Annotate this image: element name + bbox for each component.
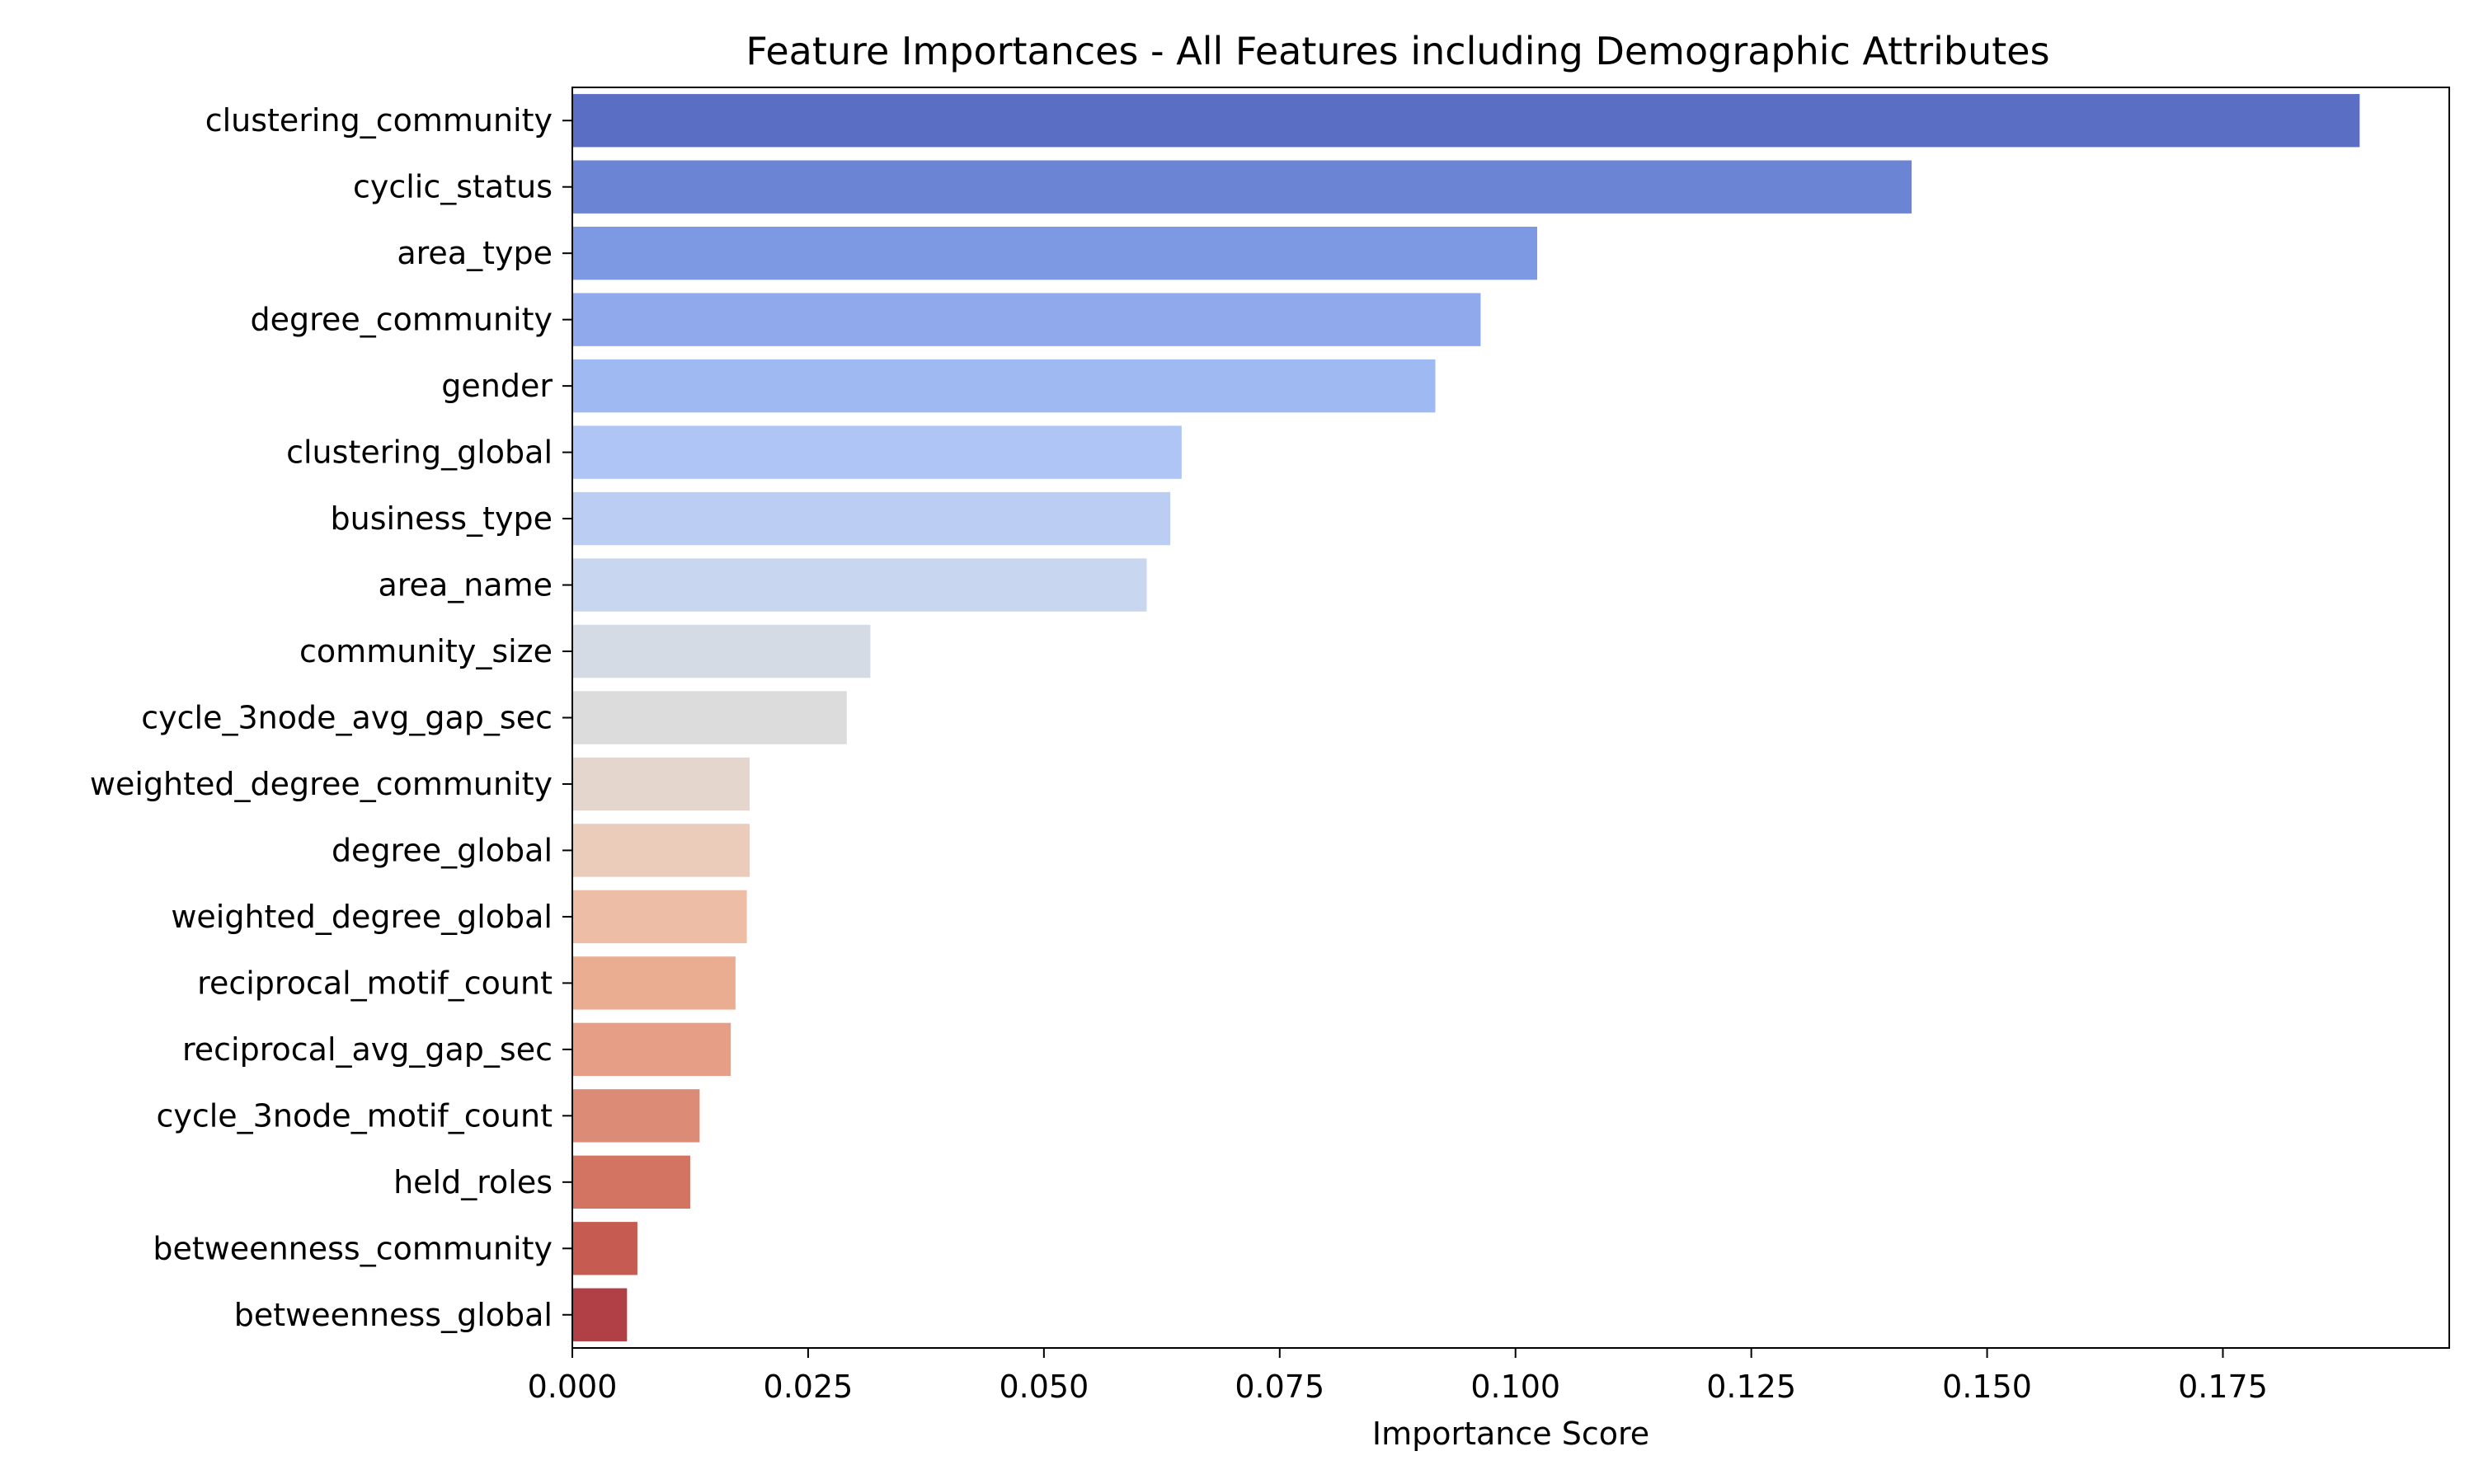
y-tick-labels: clustering_community cyclic_status area_ty… [90, 102, 572, 1333]
y-tick-label: business_type [330, 500, 553, 537]
x-ticks: 0.000 0.025 0.050 0.075 0.100 0.125 0.150 0.175 [528, 1348, 2268, 1405]
x-axis-label: Importance Score [1372, 1416, 1649, 1452]
bar-cycle-3node-avg-gap-sec [572, 691, 847, 744]
bar-clustering-global [572, 425, 1182, 479]
bar-degree-global [572, 824, 750, 877]
y-tick-label: weighted_degree_community [90, 766, 553, 802]
bar-degree-community [572, 293, 1481, 346]
y-tick-label: reciprocal_motif_count [197, 965, 553, 1001]
y-tick-label: betweenness_global [234, 1297, 553, 1333]
x-tick-label: 0.075 [1235, 1369, 1324, 1405]
x-tick-label: 0.050 [999, 1369, 1089, 1405]
y-tick-label: clustering_community [205, 102, 553, 139]
bar-clustering-community [572, 94, 2360, 148]
bar-area-type [572, 226, 1538, 280]
x-tick-label: 0.100 [1470, 1369, 1560, 1405]
bar-weighted-degree-community [572, 757, 750, 811]
y-tick-label: betweenness_community [153, 1230, 553, 1266]
plot-frame [571, 87, 2450, 1349]
bar-area-name [572, 558, 1147, 612]
bar-community-size [572, 624, 871, 679]
y-tick-label: area_type [397, 235, 553, 271]
bars-group [572, 94, 2360, 1341]
bar-weighted-degree-global [572, 890, 747, 944]
x-tick-label: 0.150 [1942, 1369, 2032, 1405]
y-tick-label: degree_community [251, 302, 553, 338]
bar-betweenness-global [572, 1288, 628, 1341]
chart-title: Feature Importances - All Features inclu… [745, 29, 2049, 73]
y-tick-label: cyclic_status [353, 169, 553, 205]
y-tick-label: cycle_3node_motif_count [156, 1097, 553, 1134]
y-tick-label: reciprocal_avg_gap_sec [182, 1031, 553, 1068]
x-tick-label: 0.125 [1706, 1369, 1796, 1405]
x-tick-label: 0.025 [764, 1369, 854, 1405]
y-tick-label: degree_global [332, 832, 553, 868]
bar-reciprocal-motif-count [572, 956, 736, 1010]
y-tick-label: gender [441, 368, 553, 404]
bar-held-roles [572, 1155, 690, 1209]
y-tick-label: held_roles [393, 1164, 553, 1200]
bar-gender [572, 359, 1436, 413]
bar-reciprocal-avg-gap-sec [572, 1022, 731, 1077]
bar-cycle-3node-motif-count [572, 1089, 700, 1143]
y-tick-label: cycle_3node_avg_gap_sec [141, 700, 553, 736]
bar-business-type [572, 491, 1171, 546]
y-tick-label: clustering_global [286, 434, 553, 471]
y-tick-label: community_size [299, 633, 553, 669]
x-tick-label: 0.000 [528, 1369, 618, 1405]
bar-cyclic-status [572, 160, 1912, 214]
x-tick-label: 0.175 [2178, 1369, 2268, 1405]
y-tick-label: area_name [378, 567, 553, 603]
bar-betweenness-community [572, 1222, 637, 1275]
y-tick-label: weighted_degree_global [171, 899, 553, 935]
